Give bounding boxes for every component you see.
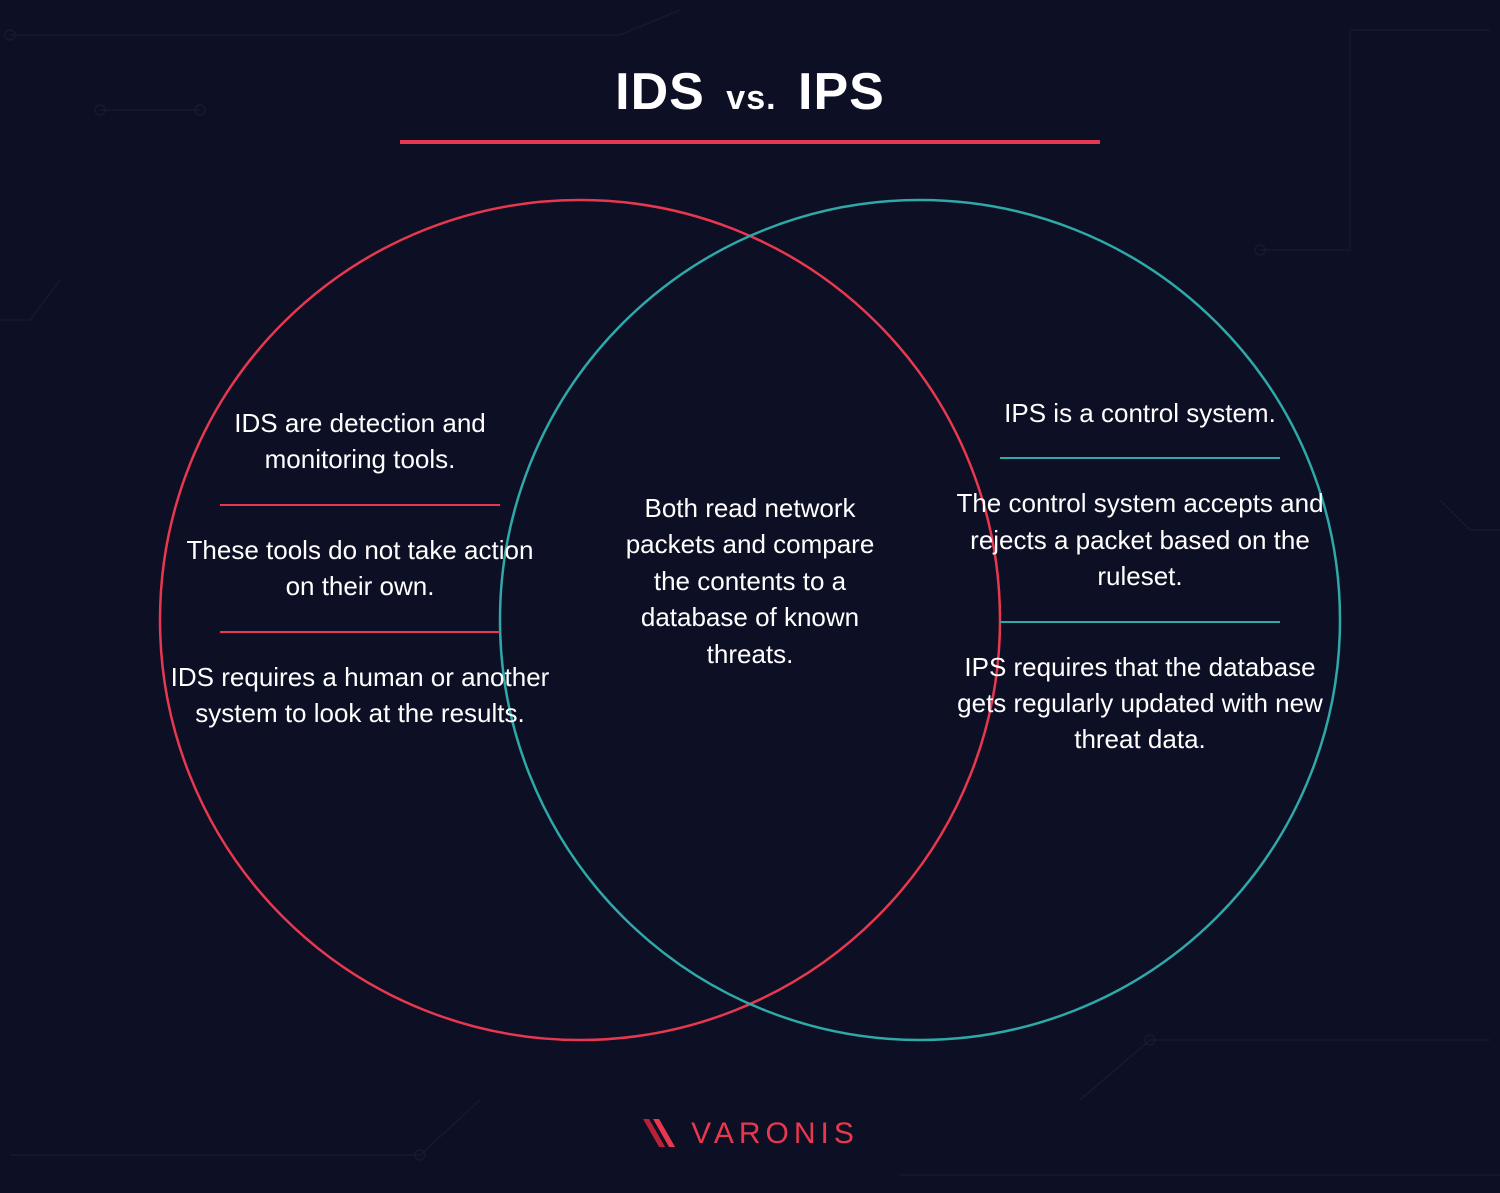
- title-underline: [400, 140, 1100, 144]
- venn-left-content: IDS are detection and monitoring tools. …: [170, 405, 550, 731]
- ids-point-2: These tools do not take action on their …: [170, 532, 550, 605]
- ids-point-1: IDS are detection and monitoring tools.: [170, 405, 550, 478]
- brand-logo: VARONIS: [641, 1117, 859, 1151]
- title-left: IDS: [615, 63, 705, 121]
- ids-point-3: IDS requires a human or another system t…: [170, 659, 550, 732]
- separator-red: [220, 504, 500, 506]
- title-vs: vs.: [726, 79, 776, 117]
- venn-diagram: IDS are detection and monitoring tools. …: [110, 180, 1390, 1060]
- separator-teal: [1000, 457, 1280, 459]
- venn-middle-content: Both read network packets and compare th…: [620, 490, 880, 672]
- ips-point-1: IPS is a control system.: [950, 395, 1330, 431]
- separator-red: [220, 631, 500, 633]
- ips-point-2: The control system accepts and rejects a…: [950, 485, 1330, 594]
- logo-text: VARONIS: [691, 1117, 859, 1151]
- venn-right-content: IPS is a control system. The control sys…: [950, 395, 1330, 758]
- logo-chevron-icon: [641, 1117, 681, 1151]
- separator-teal: [1000, 621, 1280, 623]
- title-block: IDS vs. IPS: [0, 62, 1500, 144]
- ips-point-3: IPS requires that the database gets regu…: [950, 649, 1330, 758]
- title-right: IPS: [798, 63, 885, 121]
- both-point: Both read network packets and compare th…: [620, 490, 880, 672]
- page-title: IDS vs. IPS: [0, 62, 1500, 122]
